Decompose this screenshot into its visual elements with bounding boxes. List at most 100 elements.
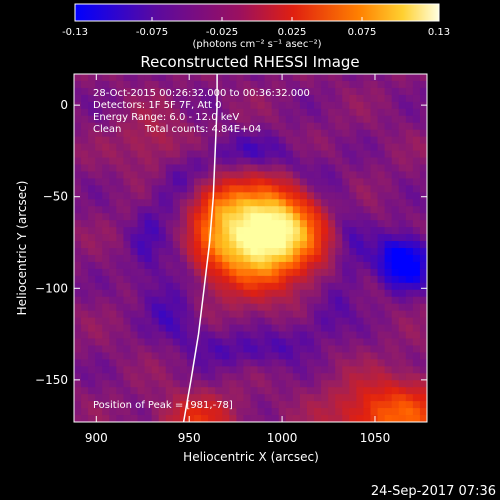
heatmap-cell [144, 241, 153, 249]
heatmap-cell [172, 261, 181, 270]
heatmap-cell [81, 296, 89, 305]
heatmap-cell [328, 157, 336, 166]
heatmap-cell [179, 241, 188, 249]
heatmap-cell [384, 289, 393, 298]
heatmap-cell [370, 136, 379, 145]
heatmap-cell [391, 199, 400, 207]
heatmap-cell [391, 171, 400, 179]
heatmap-cell [363, 122, 372, 131]
heatmap-cell [158, 80, 167, 89]
heatmap-cell [363, 115, 372, 124]
heatmap-cell [158, 206, 167, 214]
heatmap-cell [398, 415, 407, 422]
heatmap-cell [278, 275, 287, 284]
heatmap-cell [363, 373, 372, 381]
heatmap-cell [391, 254, 400, 263]
heatmap-cell [292, 401, 301, 409]
heatmap-cell [74, 241, 82, 249]
heatmap-cell [349, 150, 357, 159]
heatmap-cell [257, 171, 266, 179]
heatmap-cell [130, 338, 139, 347]
heatmap-cell [271, 80, 280, 89]
heatmap-cell [186, 394, 195, 402]
heatmap-cell [151, 408, 160, 416]
heatmap-cell [356, 199, 365, 207]
heatmap-cell [172, 94, 181, 103]
heatmap-cell [377, 380, 386, 388]
heatmap-cell [370, 338, 379, 347]
heatmap-cell [405, 331, 414, 340]
heatmap-cell [398, 87, 407, 96]
heatmap-cell [137, 164, 146, 173]
heatmap-cell [243, 241, 252, 249]
heatmap-cell [285, 415, 294, 422]
heatmap-cell [151, 254, 160, 263]
heatmap-cell [412, 352, 421, 360]
heatmap-cell [328, 408, 336, 416]
heatmap-cell [264, 387, 273, 395]
heatmap-cell [292, 227, 301, 235]
heatmap-cell [363, 129, 372, 138]
heatmap-cell [377, 213, 386, 221]
heatmap-cell [137, 296, 146, 305]
heatmap-cell [123, 359, 132, 367]
heatmap-cell [179, 338, 188, 347]
heatmap-cell [116, 136, 125, 145]
heatmap-cell [123, 310, 132, 319]
heatmap-cell [250, 289, 259, 298]
heatmap-cell [243, 275, 252, 284]
heatmap-cell [271, 129, 280, 138]
heatmap-cell [299, 213, 308, 221]
heatmap-cell [74, 282, 82, 291]
heatmap-cell [250, 185, 259, 193]
heatmap-cell [370, 74, 379, 82]
heatmap-cell [179, 80, 188, 89]
heatmap-cell [158, 352, 167, 360]
heatmap-cell [271, 150, 280, 159]
heatmap-cell [201, 178, 209, 186]
heatmap-cell [349, 268, 357, 277]
heatmap-cell [321, 178, 329, 186]
heatmap-cell [391, 366, 400, 374]
heatmap-cell [95, 136, 103, 145]
heatmap-cell [243, 115, 252, 124]
heatmap-cell [306, 310, 315, 319]
heatmap-cell [391, 338, 400, 347]
heatmap-cell [179, 199, 188, 207]
heatmap-cell [306, 234, 315, 242]
heatmap-cell [116, 185, 125, 193]
heatmap-cell [81, 324, 89, 333]
heatmap-cell [215, 143, 223, 152]
heatmap-cell [158, 87, 167, 96]
heatmap-cell [215, 380, 223, 388]
heatmap-cell [158, 136, 167, 145]
heatmap-cell [271, 164, 280, 173]
heatmap-cell [412, 241, 421, 249]
heatmap-cell [194, 261, 202, 270]
heatmap-cell [257, 213, 266, 221]
heatmap-cell [384, 401, 393, 409]
heatmap-cell [264, 345, 273, 353]
heatmap-cell [215, 199, 223, 207]
heatmap-cell [81, 143, 89, 152]
heatmap-cell [229, 115, 237, 124]
heatmap-cell [412, 101, 421, 110]
heatmap-cell [299, 234, 308, 242]
heatmap-cell [116, 227, 125, 235]
heatmap-cell [405, 143, 414, 152]
heatmap-cell [144, 87, 153, 96]
heatmap-cell [179, 157, 188, 166]
heatmap-cell [243, 401, 252, 409]
heatmap-cell [116, 248, 125, 256]
heatmap-cell [215, 80, 223, 89]
heatmap-cell [299, 345, 308, 353]
heatmap-cell [158, 324, 167, 333]
heatmap-cell [74, 108, 82, 117]
heatmap-cell [123, 366, 132, 374]
heatmap-cell [88, 303, 96, 312]
heatmap-cell [215, 282, 223, 291]
heatmap-cell [215, 317, 223, 326]
heatmap-cell [172, 352, 181, 360]
heatmap-cell [95, 122, 103, 131]
heatmap-cell [250, 310, 259, 319]
